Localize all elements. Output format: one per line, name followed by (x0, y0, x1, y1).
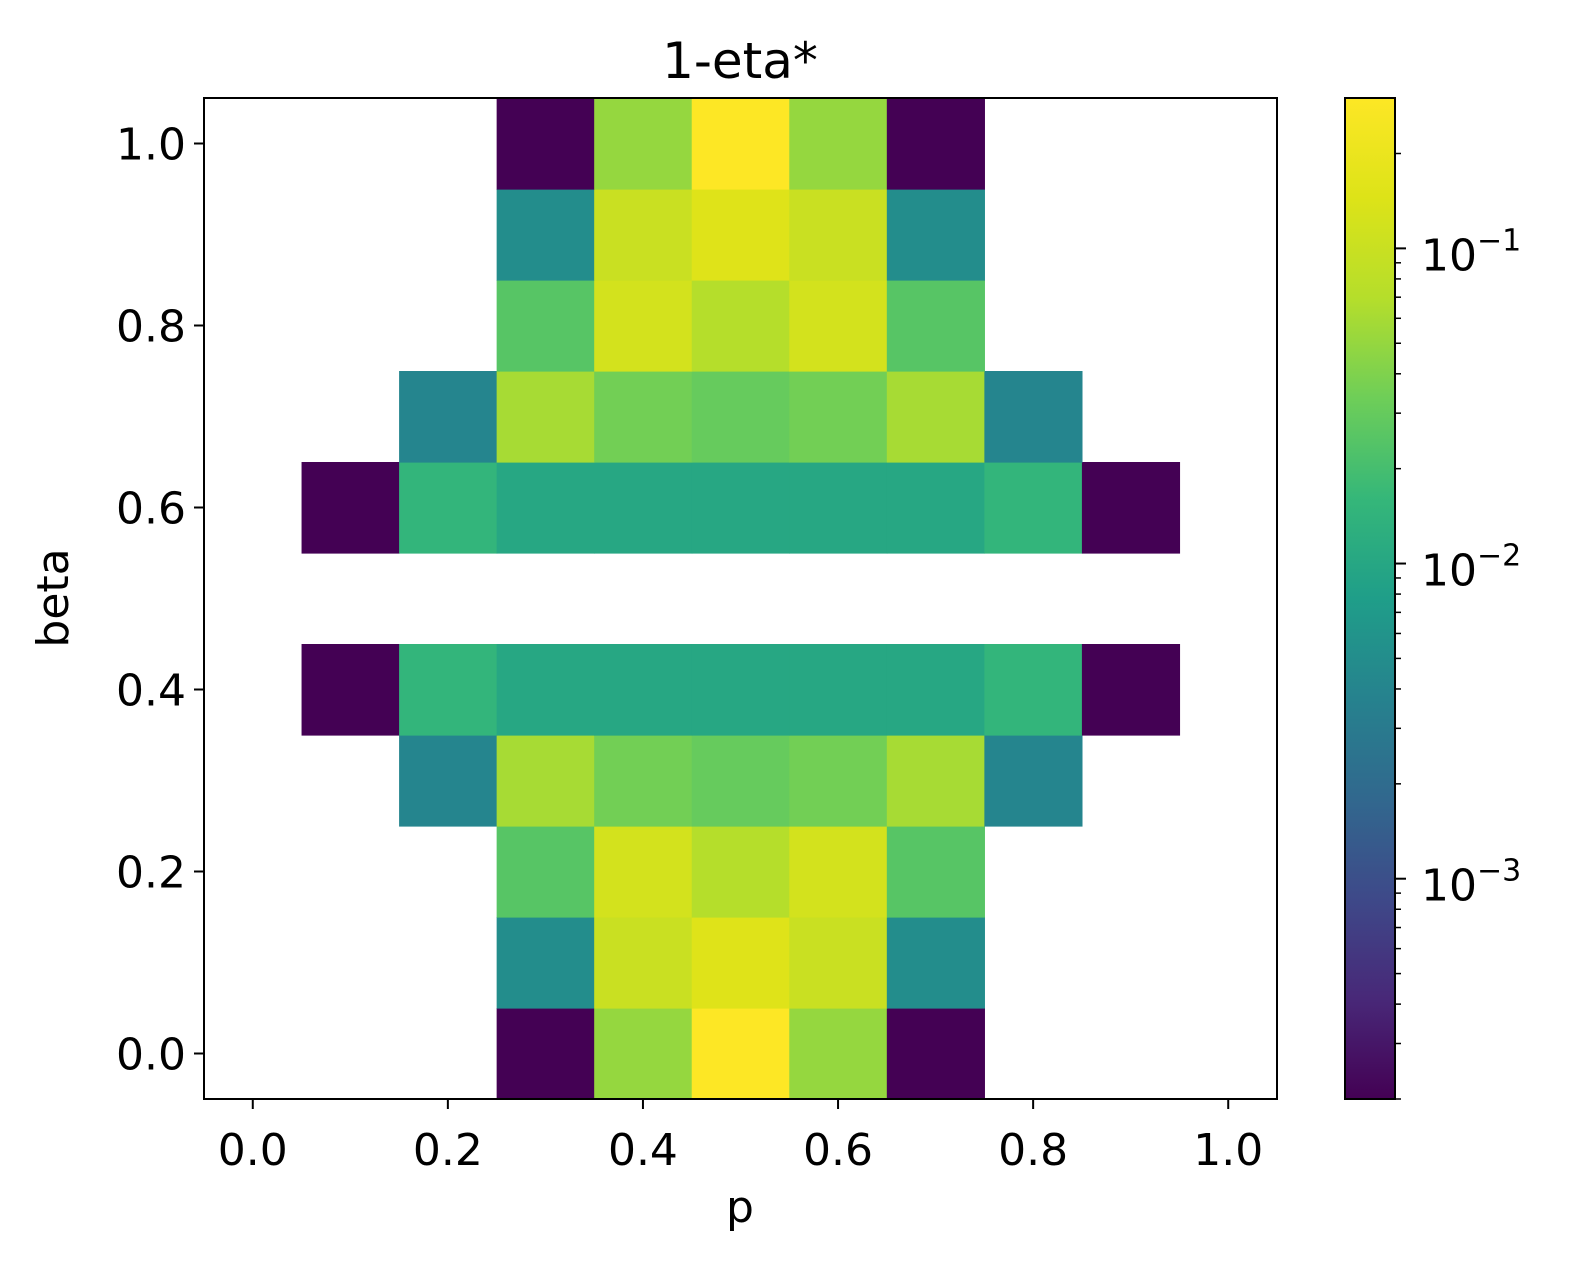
y-tick-label: 0.8 (116, 302, 186, 353)
heatmap-cell (691, 1008, 790, 1100)
heatmap-cell (496, 462, 595, 554)
heatmap-cell (399, 462, 498, 554)
heatmap-cell (594, 826, 693, 918)
colorbar-major-ticks: 10−1 10−2 10−3 (1395, 223, 1521, 912)
y-tick-label: 0.4 (116, 666, 186, 717)
heatmap-cell (594, 1008, 693, 1100)
heatmap-cell (789, 1008, 888, 1100)
heatmap-cell (886, 189, 985, 281)
heatmap-cell (886, 371, 985, 463)
colorbar-tick-label: 10−3 (1421, 854, 1521, 912)
plot-frame (203, 97, 1278, 1100)
heatmap-cell (301, 644, 400, 736)
y-axis-ticks: 0.0 0.2 0.4 0.6 0.8 1.0 (116, 120, 204, 1081)
y-tick-label: 1.0 (116, 120, 186, 171)
colorbar-tick-label: 10−2 (1421, 539, 1521, 597)
x-tick-label: 0.6 (803, 1125, 873, 1176)
heatmap-cell (984, 462, 1083, 554)
heatmap-cell (496, 280, 595, 372)
colorbar-minor-ticks (1395, 152, 1401, 1100)
y-tick-label: 0.6 (116, 484, 186, 535)
heatmap-cell (789, 644, 888, 736)
heatmap-cell (886, 826, 985, 918)
heatmap-cell (984, 371, 1083, 463)
heatmap-cell (886, 280, 985, 372)
heatmap-cell (886, 462, 985, 554)
heatmap-cell (789, 826, 888, 918)
heatmap-cell (496, 917, 595, 1009)
y-axis-label: beta (28, 548, 79, 647)
heatmap-cell (789, 917, 888, 1009)
heatmap-cell (886, 1008, 985, 1100)
chart-title: 1-eta* (662, 32, 818, 90)
y-tick-label: 0.0 (116, 1030, 186, 1081)
heatmap-cell (496, 735, 595, 827)
heatmap-cell (886, 98, 985, 190)
heatmap-cell (594, 189, 693, 281)
heatmap-cell (691, 735, 790, 827)
heatmap-cell (691, 371, 790, 463)
heatmap-cell (496, 371, 595, 463)
colorbar (1344, 97, 1396, 1100)
heatmap-cell (984, 735, 1083, 827)
x-tick-label: 0.8 (998, 1125, 1068, 1176)
heatmap-cell (886, 917, 985, 1009)
heatmap-cell (301, 462, 400, 554)
heatmap-cell (789, 98, 888, 190)
heatmap-cell (399, 371, 498, 463)
heatmap-cell (594, 735, 693, 827)
heatmap-cell (789, 735, 888, 827)
heatmap-cell (691, 826, 790, 918)
heatmap-cell (594, 917, 693, 1009)
heatmap-cell (886, 735, 985, 827)
heatmap-cell (984, 644, 1083, 736)
heatmap-cell (691, 189, 790, 281)
heatmap-cell (496, 98, 595, 190)
heatmap-cell (691, 644, 790, 736)
heatmap-cell (789, 280, 888, 372)
heatmap-cell (1081, 462, 1181, 554)
heatmap-cell (789, 371, 888, 463)
heatmap-cell (594, 462, 693, 554)
heatmap-cell (1081, 644, 1181, 736)
colorbar-tick-label: 10−1 (1421, 223, 1521, 281)
heatmap-cell (496, 826, 595, 918)
heatmap-cell (496, 644, 595, 736)
heatmap-cell (886, 644, 985, 736)
x-axis-label: p (726, 1182, 754, 1233)
heatmap-cell (496, 189, 595, 281)
heatmap-cell (691, 462, 790, 554)
heatmap-cell (789, 189, 888, 281)
heatmap-cell (691, 98, 790, 190)
x-tick-label: 0.2 (413, 1125, 483, 1176)
heatmap-cell (789, 462, 888, 554)
x-axis-ticks: 0.0 0.2 0.4 0.6 0.8 1.0 (218, 1099, 1263, 1176)
heatmap-cells (301, 98, 1181, 1100)
heatmap-cell (691, 280, 790, 372)
heatmap-cell (496, 1008, 595, 1100)
heatmap-cell (594, 98, 693, 190)
heatmap-cell (399, 735, 498, 827)
heatmap-cell (399, 644, 498, 736)
heatmap-cell (594, 280, 693, 372)
x-tick-label: 0.0 (218, 1125, 288, 1176)
heatmap-cell (594, 644, 693, 736)
x-tick-label: 1.0 (1193, 1125, 1263, 1176)
heatmap-cell (691, 917, 790, 1009)
y-tick-label: 0.2 (116, 848, 186, 899)
x-tick-label: 0.4 (608, 1125, 678, 1176)
heatmap-cell (594, 371, 693, 463)
